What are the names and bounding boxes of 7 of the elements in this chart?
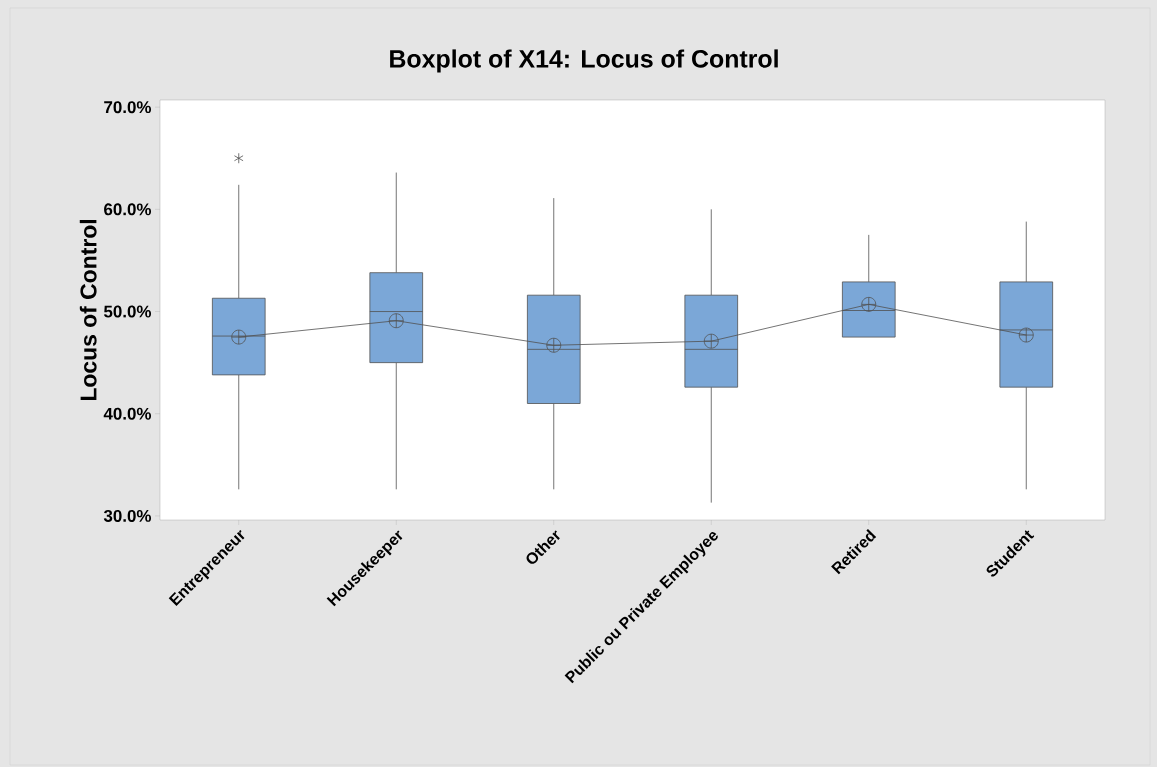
y-tick-label: 50.0%: [103, 305, 152, 318]
y-tick-label: 40.0%: [103, 407, 152, 420]
y-tick-label: 30.0%: [103, 509, 152, 522]
y-tick-label: 70.0%: [104, 101, 152, 114]
y-tick-label: 60.0%: [104, 203, 152, 216]
chart-title: Boxplot of X14: Locus of Control: [390, 49, 778, 73]
y-axis-title: Locus of Control: [79, 219, 97, 401]
